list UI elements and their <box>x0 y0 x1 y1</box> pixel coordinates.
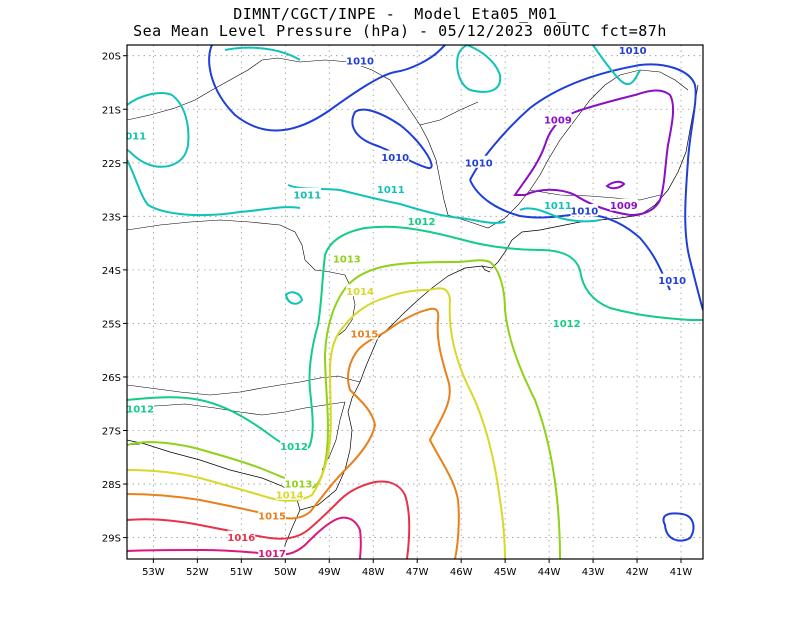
lon-tick-label: 44W <box>538 567 561 578</box>
state-boundaries <box>127 57 689 471</box>
lat-tick-label: 20S <box>102 52 121 63</box>
coastline <box>127 84 699 559</box>
contour-label: 1015 <box>351 330 379 341</box>
contour-label-bg <box>544 112 572 125</box>
contour-label-bg <box>407 214 436 227</box>
title-line-1: DIMNT/CGCT/INPE - Model Eta05_M01_ <box>233 5 567 23</box>
isobar-1011 <box>456 45 502 93</box>
contour-label-bg <box>618 45 647 56</box>
contour-label: 1011 <box>377 185 405 196</box>
isobar-1011 <box>592 45 641 86</box>
isobar-1011 <box>127 92 190 168</box>
contour-label-bg <box>227 530 256 543</box>
contour-label-bg <box>275 487 304 500</box>
contour-label: 1012 <box>408 217 436 228</box>
contour-label-bg <box>293 187 322 200</box>
contour-label: 1016 <box>227 533 255 544</box>
title-line-2: Sea Mean Level Pressure (hPa) - 05/12/20… <box>133 22 667 40</box>
contour-label: 1011 <box>544 201 572 212</box>
contour-label: 011 <box>125 132 146 143</box>
contour-label-bg <box>570 203 599 216</box>
contour-label: 1013 <box>285 480 313 491</box>
contour-label-bg <box>284 477 313 490</box>
isobar-1010 <box>469 63 703 311</box>
contour-label-bg <box>544 198 572 211</box>
contour-label: 1010 <box>465 158 493 169</box>
contour-label: 1010 <box>381 153 409 164</box>
isobar-1012 <box>127 225 703 452</box>
contour-label-bg <box>280 439 308 452</box>
isobar-1010 <box>662 512 695 542</box>
contour-label: 1010 <box>570 206 598 217</box>
longitude-axis: 53W 52W 51W 50W 49W 48W 47W 46W 45W 44W 43W 42W 41W <box>142 559 692 578</box>
lon-tick-label: 42W <box>626 567 649 578</box>
isobar-1014 <box>127 287 506 559</box>
lat-tick-label: 28S <box>102 480 121 491</box>
contour-label-bg <box>346 284 374 297</box>
latitude-axis: 20S 21S 22S 23S 24S 25S 26S 27S 28S 29S <box>102 52 127 545</box>
contour-label-bg <box>381 150 410 163</box>
lat-tick-label: 22S <box>102 159 121 170</box>
contour-label-bg <box>258 546 286 559</box>
lat-tick-label: 29S <box>102 534 121 545</box>
lon-tick-label: 43W <box>582 567 605 578</box>
contour-label: 1010 <box>658 276 686 287</box>
contour-label-bg <box>346 54 374 67</box>
contour-label: 1009 <box>610 201 638 212</box>
isobar-1011 <box>287 184 506 224</box>
contour-label: 1013 <box>333 255 361 266</box>
contour-label: 1012 <box>126 405 154 416</box>
isobar-1010 <box>351 108 433 169</box>
contour-label: 1010 <box>619 46 647 57</box>
lon-tick-label: 53W <box>142 567 165 578</box>
contour-label: 1017 <box>258 549 286 560</box>
contour-label: 1014 <box>276 490 304 501</box>
map-title: DIMNT/CGCT/INPE - Model Eta05_M01_ Sea M… <box>0 6 800 40</box>
lon-tick-label: 51W <box>230 567 253 578</box>
grid-lines <box>127 45 703 559</box>
isobar-1010 <box>208 45 446 132</box>
contour-label: 1012 <box>280 442 308 453</box>
contour-label: 1009 <box>544 115 572 126</box>
lat-tick-label: 21S <box>102 105 121 116</box>
isobar-1011 <box>284 291 304 305</box>
lon-tick-label: 50W <box>274 567 297 578</box>
lon-tick-label: 46W <box>450 567 473 578</box>
contour-label-bg <box>377 182 405 195</box>
contour-label-bg <box>258 509 286 522</box>
lat-tick-label: 26S <box>102 373 121 384</box>
contour-label-bg <box>610 198 638 211</box>
map-area <box>127 45 703 559</box>
isobar-1011 <box>127 46 301 217</box>
lon-tick-label: 47W <box>406 567 429 578</box>
contour-label-bg <box>350 327 379 340</box>
contour-label: 1011 <box>293 190 321 201</box>
lat-tick-label: 24S <box>102 266 121 277</box>
isobar-1009 <box>605 180 626 190</box>
contour-label-bg <box>552 316 581 329</box>
contour-label-bg <box>127 402 154 415</box>
contour-label: 1012 <box>553 319 581 330</box>
contour-label: 1010 <box>346 57 374 68</box>
contour-label: 1014 <box>346 287 374 298</box>
contour-label-bg <box>127 129 147 142</box>
lon-tick-label: 41W <box>670 567 693 578</box>
lon-tick-label: 45W <box>494 567 517 578</box>
isobar-1011 <box>519 207 601 223</box>
isobar-1017 <box>127 516 362 559</box>
lat-tick-label: 27S <box>102 427 121 438</box>
contour-label: 1015 <box>258 512 286 523</box>
lat-tick-label: 23S <box>102 212 121 223</box>
lat-tick-label: 25S <box>102 319 121 330</box>
lon-tick-label: 49W <box>318 567 341 578</box>
lon-tick-label: 52W <box>186 567 209 578</box>
contour-label-bg <box>333 252 361 265</box>
lon-tick-label: 48W <box>362 567 385 578</box>
contour-labels: 1010 1010 1010 1010 1010 1010 1009 1009 011 1011 1… <box>125 45 687 560</box>
map-frame <box>126 44 704 560</box>
isobar-1016 <box>127 480 411 559</box>
contour-label-bg <box>464 155 493 168</box>
contour-label-bg <box>658 273 687 286</box>
